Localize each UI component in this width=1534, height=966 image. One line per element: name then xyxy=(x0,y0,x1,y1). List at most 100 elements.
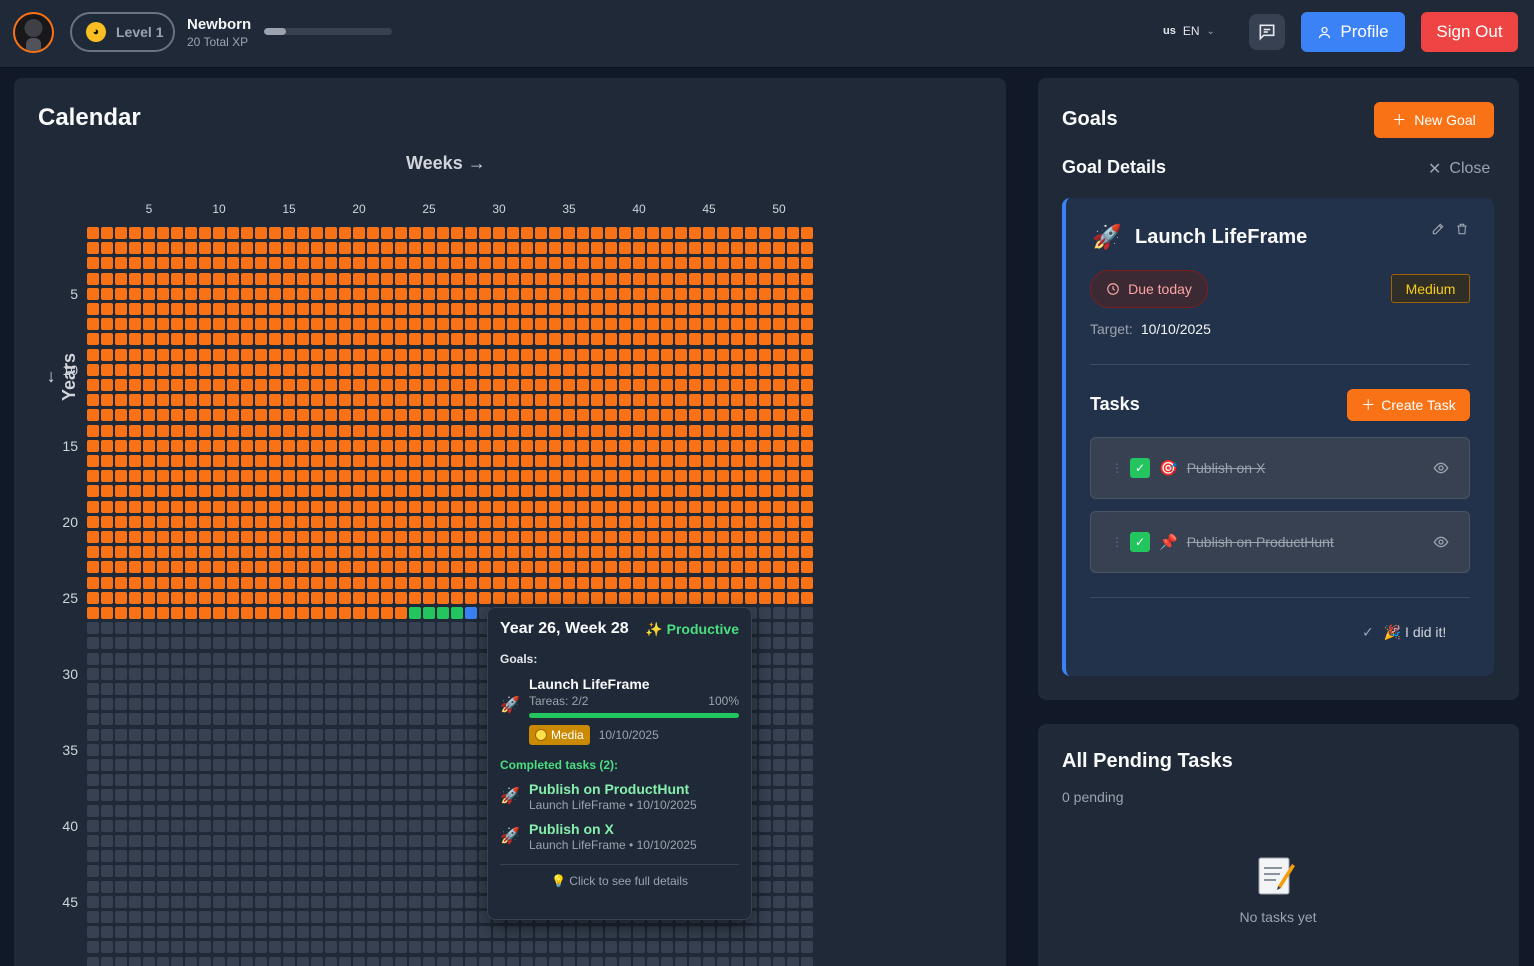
week-cell[interactable] xyxy=(143,789,155,802)
week-cell[interactable] xyxy=(87,926,99,939)
week-cell[interactable] xyxy=(241,637,253,650)
week-cell[interactable] xyxy=(101,531,113,543)
week-cell[interactable] xyxy=(423,926,435,939)
week-cell[interactable] xyxy=(451,880,463,893)
week-cell[interactable] xyxy=(339,622,351,635)
week-cell[interactable] xyxy=(549,242,561,255)
week-cell[interactable] xyxy=(339,926,351,939)
week-cell[interactable] xyxy=(227,941,239,954)
week-cell[interactable] xyxy=(745,926,757,939)
week-cell[interactable] xyxy=(213,227,225,239)
week-cell[interactable] xyxy=(493,287,505,300)
week-cell[interactable] xyxy=(759,561,771,574)
week-cell[interactable] xyxy=(269,272,281,285)
week-cell[interactable] xyxy=(633,242,645,255)
week-cell[interactable] xyxy=(255,363,267,376)
week-cell[interactable] xyxy=(395,379,407,391)
week-cell[interactable] xyxy=(675,561,687,574)
week-cell[interactable] xyxy=(759,272,771,285)
week-cell[interactable] xyxy=(171,789,183,802)
week-cell[interactable] xyxy=(269,698,281,711)
week-cell[interactable] xyxy=(521,303,533,315)
week-cell[interactable] xyxy=(745,485,757,498)
week-cell[interactable] xyxy=(325,728,337,741)
week-cell[interactable] xyxy=(703,439,715,452)
week-cell[interactable] xyxy=(129,743,141,756)
week-cell[interactable] xyxy=(255,348,267,361)
week-cell[interactable] xyxy=(199,956,211,966)
week-cell[interactable] xyxy=(787,303,799,315)
week-cell[interactable] xyxy=(101,683,113,695)
week-cell[interactable] xyxy=(87,394,99,407)
week-cell[interactable] xyxy=(437,363,449,376)
week-cell[interactable] xyxy=(283,743,295,756)
week-cell[interactable] xyxy=(731,531,743,543)
week-cell[interactable] xyxy=(311,333,323,346)
week-cell[interactable] xyxy=(759,500,771,513)
week-cell[interactable] xyxy=(465,683,477,695)
week-cell[interactable] xyxy=(703,515,715,528)
week-cell[interactable] xyxy=(269,865,281,878)
week-cell[interactable] xyxy=(787,394,799,407)
week-cell[interactable] xyxy=(521,500,533,513)
week-cell[interactable] xyxy=(241,257,253,270)
week-cell[interactable] xyxy=(367,667,379,680)
week-cell[interactable] xyxy=(339,394,351,407)
week-cell[interactable] xyxy=(185,819,197,832)
week-cell[interactable] xyxy=(423,287,435,300)
week-cell[interactable] xyxy=(143,774,155,787)
week-cell[interactable] xyxy=(325,835,337,847)
week-cell[interactable] xyxy=(101,333,113,346)
week-cell[interactable] xyxy=(213,652,225,665)
week-cell[interactable] xyxy=(199,804,211,817)
week-cell[interactable] xyxy=(157,911,169,923)
week-cell[interactable] xyxy=(213,531,225,543)
week-cell[interactable] xyxy=(717,394,729,407)
week-cell[interactable] xyxy=(493,379,505,391)
week-cell[interactable] xyxy=(353,667,365,680)
week-cell[interactable] xyxy=(759,774,771,787)
week-cell[interactable] xyxy=(213,439,225,452)
week-cell[interactable] xyxy=(703,394,715,407)
week-cell[interactable] xyxy=(269,789,281,802)
week-cell[interactable] xyxy=(703,348,715,361)
week-cell[interactable] xyxy=(395,591,407,604)
week-cell[interactable] xyxy=(115,515,127,528)
week-cell[interactable] xyxy=(437,531,449,543)
week-cell[interactable] xyxy=(101,363,113,376)
week-cell[interactable] xyxy=(283,257,295,270)
week-cell[interactable] xyxy=(759,576,771,589)
week-cell[interactable] xyxy=(185,941,197,954)
week-cell[interactable] xyxy=(409,318,421,331)
week-cell[interactable] xyxy=(255,637,267,650)
week-cell[interactable] xyxy=(185,303,197,315)
week-cell[interactable] xyxy=(115,348,127,361)
week-cell[interactable] xyxy=(171,850,183,863)
week-cell[interactable] xyxy=(507,485,519,498)
week-cell[interactable] xyxy=(297,272,309,285)
week-cell[interactable] xyxy=(157,652,169,665)
week-cell[interactable] xyxy=(479,379,491,391)
week-cell[interactable] xyxy=(157,363,169,376)
week-cell[interactable] xyxy=(353,865,365,878)
week-cell[interactable] xyxy=(605,318,617,331)
week-cell[interactable] xyxy=(437,561,449,574)
week-cell[interactable] xyxy=(115,956,127,966)
week-cell[interactable] xyxy=(395,287,407,300)
week-cell[interactable] xyxy=(185,895,197,908)
week-cell[interactable] xyxy=(381,348,393,361)
week-cell[interactable] xyxy=(171,698,183,711)
week-cell[interactable] xyxy=(787,941,799,954)
week-cell[interactable] xyxy=(787,743,799,756)
week-cell[interactable] xyxy=(507,333,519,346)
week-cell[interactable] xyxy=(227,683,239,695)
week-cell[interactable] xyxy=(283,941,295,954)
week-cell[interactable] xyxy=(423,257,435,270)
week-cell[interactable] xyxy=(493,470,505,483)
week-cell[interactable] xyxy=(773,500,785,513)
week-cell[interactable] xyxy=(283,439,295,452)
week-cell[interactable] xyxy=(787,926,799,939)
week-cell[interactable] xyxy=(87,941,99,954)
week-cell[interactable] xyxy=(227,637,239,650)
week-cell[interactable] xyxy=(507,379,519,391)
